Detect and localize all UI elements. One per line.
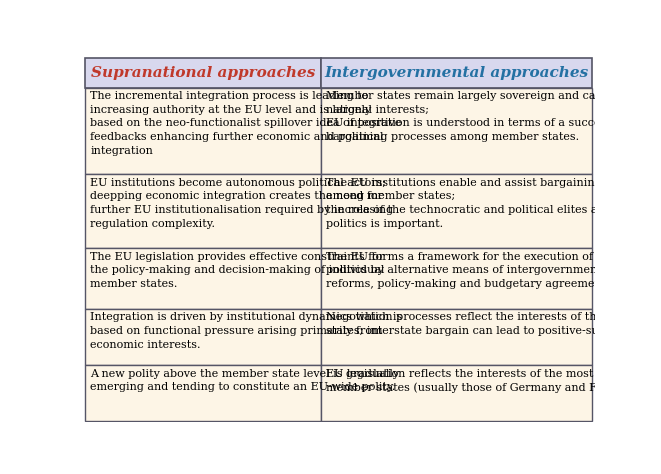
Bar xyxy=(85,248,321,309)
Text: The EU legislation provides effective constraints for
the policy-making and deci: The EU legislation provides effective co… xyxy=(91,252,385,289)
Text: Supranational approaches: Supranational approaches xyxy=(91,65,315,80)
Text: The EU institutions enable and assist bargaining processes
among member states;
: The EU institutions enable and assist ba… xyxy=(327,178,661,228)
Text: Intergovernmental approaches: Intergovernmental approaches xyxy=(325,65,589,80)
Text: Negotiation processes reflect the interests of the member
states; interstate bar: Negotiation processes reflect the intere… xyxy=(327,312,661,336)
Text: The incremental integration process is leading to
increasing authority at the EU: The incremental integration process is l… xyxy=(91,91,402,155)
Text: EU legislation reflects the interests of the most powerful
member states (usuall: EU legislation reflects the interests of… xyxy=(327,369,647,393)
Text: The EU forms a framework for the execution of inter-state
politics by alternativ: The EU forms a framework for the executi… xyxy=(327,252,656,289)
Bar xyxy=(85,365,321,421)
Bar xyxy=(85,174,321,248)
Bar xyxy=(321,58,592,88)
Text: EU institutions become autonomous political actors;
deepping economic integratio: EU institutions become autonomous politi… xyxy=(91,178,393,228)
Bar xyxy=(321,309,592,365)
Bar xyxy=(321,174,592,248)
Bar xyxy=(85,309,321,365)
Bar xyxy=(85,88,321,174)
Bar xyxy=(321,248,592,309)
Bar xyxy=(321,365,592,421)
Text: Member states remain largely sovereign and can protect their
national interests;: Member states remain largely sovereign a… xyxy=(327,91,661,142)
Bar xyxy=(85,58,321,88)
Text: Integration is driven by institutional dynamics which is
based on functional pre: Integration is driven by institutional d… xyxy=(91,312,403,350)
Text: A new polity above the member state level is gradually
emerging and tending to c: A new polity above the member state leve… xyxy=(91,369,399,392)
Bar xyxy=(321,88,592,174)
